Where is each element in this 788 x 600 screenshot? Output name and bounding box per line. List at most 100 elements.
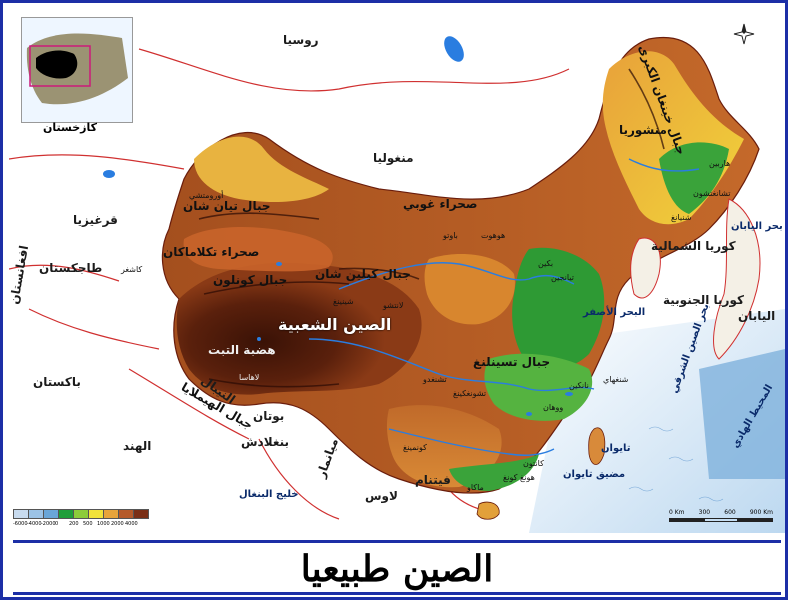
label-laos: لاوس: [365, 489, 398, 503]
label-gobi: صحراء غوبي: [403, 197, 478, 211]
korea: [630, 237, 661, 299]
legend-value: 4000: [125, 521, 138, 527]
label-hohhot: هوهوت: [481, 231, 506, 240]
label-chengdu: تشنغدو: [423, 375, 447, 384]
label-vietnam: فيتنام: [415, 473, 451, 487]
label-tianjin: تيانجين: [551, 273, 574, 282]
label-tianshan: جبال تيان شان: [183, 199, 271, 213]
label-taiwan: تايوان: [601, 443, 631, 454]
label-taklamakan: صحراء تكلاماكان: [163, 245, 260, 259]
inset-label: كازخستان: [43, 121, 97, 134]
legend-value: 0: [55, 521, 59, 527]
label-kunlun: جبال كونلون: [213, 273, 288, 287]
yangtze-lowland: [484, 353, 593, 421]
scale-ticks: 0 Km 300 600 900 Km: [669, 509, 773, 516]
legend-swatch: [133, 509, 149, 519]
label-kashgar: كاشغر: [121, 265, 143, 274]
scale-tick-label: 900 Km: [749, 509, 773, 516]
legend-value: 500: [83, 521, 93, 527]
label-china: الصين الشعبية: [278, 315, 392, 334]
label-sea-of-japan: بحر اليابان: [731, 221, 783, 232]
label-russia: روسيا: [283, 33, 319, 47]
label-lanzhou: لانتشو: [383, 301, 404, 310]
legend-swatch: [73, 509, 89, 519]
label-hongkong: هونغ كونغ: [503, 473, 535, 482]
map-title: الصين طبيعيا: [300, 548, 494, 590]
legend-value: -2000: [41, 521, 56, 527]
label-chongqing: تشونغكينغ: [453, 389, 487, 398]
dzungaria: [194, 136, 329, 202]
inset-locator-map: [21, 17, 133, 123]
north-arrow-icon: [733, 23, 755, 45]
label-changchun: تشانغتشون: [693, 189, 731, 198]
legend-swatch: [88, 509, 104, 519]
label-kyrgyzstan: قرغيزيا: [73, 213, 118, 227]
label-macau: ماكاو: [467, 483, 484, 492]
physical-map: [9, 9, 785, 533]
label-india: الهند: [123, 439, 152, 453]
label-qinling: جبال تسينلنغ: [473, 355, 551, 369]
legend-labels: -6000 -4000 -2000 0 200 500 1000 2000 4000: [13, 521, 148, 527]
label-xining: شينينغ: [333, 297, 354, 306]
label-wuhan: ووهان: [543, 403, 564, 412]
lakes: [103, 36, 573, 416]
label-manchuria: منشوريا: [619, 123, 667, 137]
label-bhutan: بوتان: [253, 409, 285, 423]
hainan-island: [476, 501, 500, 520]
title-rule-bottom: [13, 592, 781, 595]
rivers: [308, 158, 700, 456]
inset-canvas: [26, 33, 128, 105]
label-qilian: جبال كيلين شان: [315, 267, 411, 281]
label-tajikistan: طاجكستان: [39, 261, 103, 275]
label-shenyang: شنيانغ: [671, 213, 692, 222]
scale-tick-label: 600: [724, 509, 736, 516]
label-tibet-plateau: هضبة التبت: [208, 343, 276, 357]
label-yellow-sea: البحر الأصفر: [583, 307, 646, 318]
south-coast: [449, 454, 539, 491]
taiwan-island: [588, 427, 606, 465]
tarim-basin: [183, 227, 333, 272]
deep-ocean: [699, 349, 785, 479]
label-japan: اليابان: [738, 309, 776, 323]
label-urumqi: أورومتشي: [189, 191, 224, 200]
legend-swatch: [13, 509, 29, 519]
legend-swatch: [103, 509, 119, 519]
label-nanjing: نانكين: [569, 381, 589, 390]
legend-value: 2000: [111, 521, 124, 527]
label-baotou: باوتو: [443, 231, 458, 240]
label-shanghai: شنغهاي: [603, 375, 629, 384]
scale-bar: 0 Km 300 600 900 Km: [669, 509, 774, 522]
label-north-korea: كوريا الشمالية: [651, 239, 736, 253]
japan: [713, 198, 761, 360]
label-lhasa: لاهاسا: [239, 373, 260, 382]
label-guangzhou: كانتون: [523, 459, 544, 468]
title-band: الصين طبيعيا: [13, 540, 781, 595]
label-south-korea: كوريا الجنوبية: [663, 293, 744, 307]
legend-swatch: [43, 509, 59, 519]
label-mongolia: منغوليا: [373, 151, 414, 165]
scale-tick-label: 0 Km: [669, 509, 685, 516]
scale-graphic: [669, 518, 774, 522]
legend-value: 200: [69, 521, 79, 527]
legend-swatch: [58, 509, 74, 519]
legend-value: 1000: [97, 521, 110, 527]
northeast-lowland: [659, 142, 729, 214]
label-pakistan: باكستان: [33, 375, 81, 389]
label-beijing: بكين: [538, 259, 554, 268]
label-bangladesh: بنغلادش: [241, 435, 290, 449]
label-bay-of-bengal: خليج البنغال: [239, 489, 299, 500]
legend-value: -4000: [27, 521, 42, 527]
elevation-legend: -6000 -4000 -2000 0 200 500 1000 2000 4000: [13, 509, 149, 527]
label-harbin: هاربين: [709, 159, 731, 168]
legend-value: -6000: [13, 521, 28, 527]
waves: [628, 426, 724, 502]
label-taiwan-strait: مضيق تايوان: [563, 469, 626, 480]
legend-swatch: [28, 509, 44, 519]
north-china-plain: [512, 247, 605, 370]
mountain-ridges: [198, 68, 665, 388]
label-kunming: كونمينغ: [403, 443, 427, 452]
scale-tick-label: 300: [698, 509, 711, 516]
tibet-plateau: [176, 262, 422, 395]
legend-swatch: [118, 509, 134, 519]
